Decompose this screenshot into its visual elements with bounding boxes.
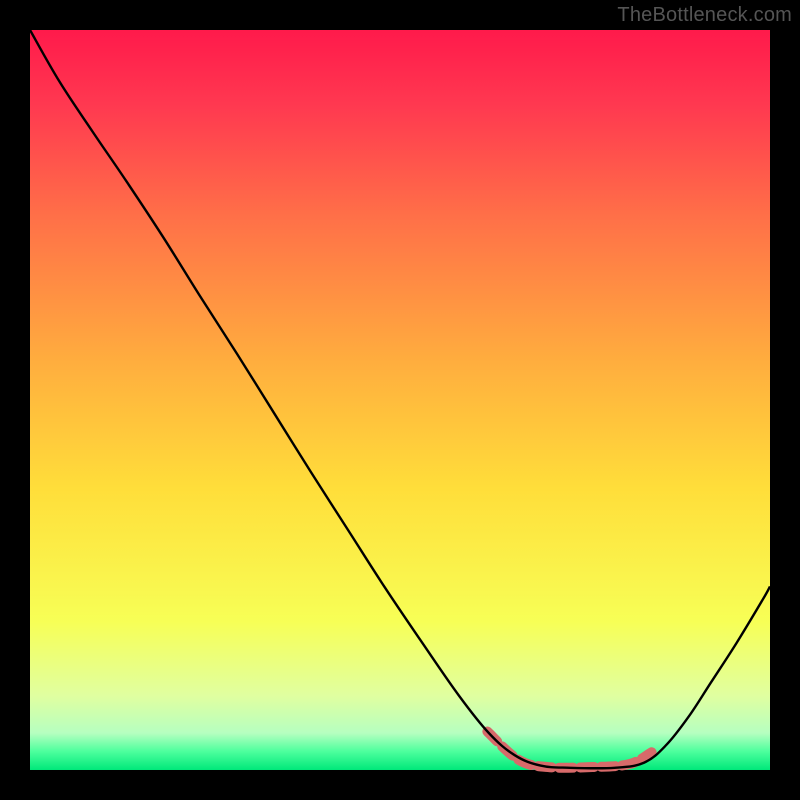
plot-area — [30, 30, 770, 770]
bottleneck-chart — [0, 0, 800, 800]
watermark-text: TheBottleneck.com — [617, 4, 792, 27]
